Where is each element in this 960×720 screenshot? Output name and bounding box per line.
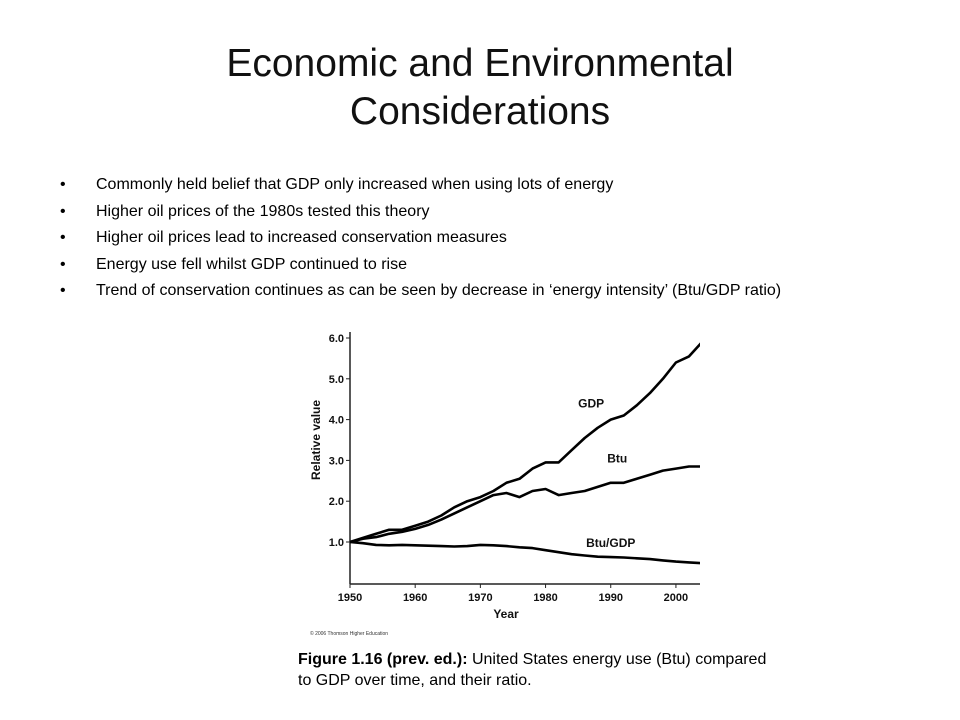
bullet-item: • Trend of conservation continues as can … xyxy=(60,281,940,301)
bullet-item: • Higher oil prices lead to increased con… xyxy=(60,228,940,248)
slide-title-line-2: Considerations xyxy=(349,90,611,133)
y-tick-label: 1.0 xyxy=(329,537,344,549)
y-tick-label: 2.0 xyxy=(329,496,344,508)
bullet-marker: • xyxy=(60,202,66,220)
x-tick-label: 1960 xyxy=(403,592,427,604)
slide-title: Economic and Environmental Consideration… xyxy=(0,40,960,136)
bullet-item: • Energy use fell whilst GDP continued to… xyxy=(60,255,940,275)
bullet-text: Higher oil prices lead to increased cons… xyxy=(96,229,507,246)
caption-label: Figure 1.16 (prev. ed.): xyxy=(298,651,468,668)
series-line-gdp xyxy=(349,342,700,544)
x-tick-label: 1970 xyxy=(468,592,492,604)
slide-title-line-1: Economic and Environmental xyxy=(226,42,734,85)
x-tick-label: 2000 xyxy=(664,592,688,604)
bullet-text: Commonly held belief that GDP only incre… xyxy=(96,176,614,193)
x-axis-label: Year xyxy=(493,607,519,621)
bullet-marker: • xyxy=(60,255,66,273)
bullet-marker: • xyxy=(60,282,66,299)
bullet-item: • Commonly held belief that GDP only incr… xyxy=(60,175,940,195)
y-tick-label: 6.0 xyxy=(329,333,344,345)
y-tick-label: 4.0 xyxy=(329,415,344,427)
x-tick-label: 1980 xyxy=(533,592,557,604)
x-tick-label: 1950 xyxy=(338,592,362,604)
y-tick-label: 5.0 xyxy=(329,374,344,386)
figure-chart: 1.0 2.0 3.0 4.0 5.0 6.0 1950 1960 1970 1980 1990 20… xyxy=(309,332,700,637)
bullet-text: Trend of conservation continues as can b… xyxy=(96,282,782,299)
x-tick-label: 1990 xyxy=(598,592,622,604)
series-line-btu-gdp xyxy=(349,540,700,565)
caption-text: United States energy use (Btu) compared … xyxy=(298,651,767,689)
copyright-notice: © 2006 Thomson Higher Education xyxy=(310,630,388,637)
bullet-marker: • xyxy=(60,176,66,193)
bullet-text: Higher oil prices of the 1980s tested th… xyxy=(96,202,430,220)
bullet-text: Energy use fell whilst GDP continued to … xyxy=(96,255,407,273)
y-axis-label: Relative value xyxy=(309,400,323,480)
series-line-btu xyxy=(349,465,700,544)
series-label: GDP xyxy=(578,396,604,410)
bullet-list: • Commonly held belief that GDP only incr… xyxy=(60,175,940,308)
figure-caption: Figure 1.16 (prev. ed.): United States e… xyxy=(298,649,768,691)
series-label: Btu/GDP xyxy=(586,536,635,550)
bullet-item: • Higher oil prices of the 1980s tested t… xyxy=(60,202,940,222)
bullet-marker: • xyxy=(60,229,66,246)
y-tick-label: 3.0 xyxy=(329,455,344,467)
series-label: Btu xyxy=(607,451,627,465)
